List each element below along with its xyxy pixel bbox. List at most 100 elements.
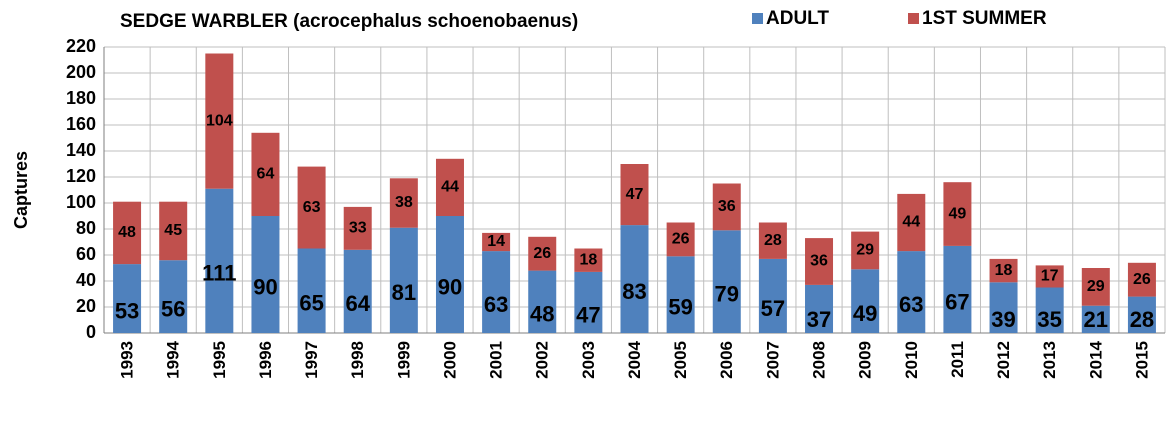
y-tick-label: 140 [66, 140, 96, 160]
data-label: 44 [441, 179, 459, 196]
bar-segment [805, 284, 834, 333]
y-tick-label: 80 [76, 218, 96, 238]
y-tick-label: 200 [66, 62, 96, 82]
data-label: 57 [761, 296, 785, 321]
bar-segment [574, 271, 603, 333]
x-tick-label: 1998 [348, 341, 367, 379]
data-label: 33 [349, 220, 367, 237]
bar-segment [343, 206, 372, 250]
bar-segment [989, 258, 1018, 283]
data-label: 18 [579, 251, 597, 268]
bar-segment [251, 216, 280, 333]
bar-segment [666, 256, 695, 333]
bar-segment [343, 249, 372, 333]
bar-segment [666, 222, 695, 257]
bar-segment [758, 258, 787, 333]
x-tick-label: 2000 [440, 341, 459, 379]
data-label: 53 [115, 298, 139, 323]
data-label: 26 [672, 231, 690, 248]
x-tick-label: 2004 [625, 340, 644, 378]
bar-segment [989, 282, 1018, 333]
bar-segment [435, 216, 464, 333]
y-tick-label: 220 [66, 36, 96, 56]
bar-segment [620, 225, 649, 333]
data-label: 29 [1087, 278, 1105, 295]
x-tick-label: 1994 [164, 340, 183, 378]
bar-segment [113, 264, 142, 333]
y-axis-label: Captures [11, 151, 31, 229]
data-label: 111 [202, 261, 236, 286]
data-label: 90 [253, 274, 277, 299]
y-tick-label: 40 [76, 270, 96, 290]
bar-segment [159, 201, 188, 261]
bar-segment [897, 251, 926, 333]
bar-segment [851, 269, 880, 333]
bar-segment [251, 132, 280, 216]
bar-segment [113, 201, 142, 265]
data-label: 36 [718, 198, 736, 215]
x-tick-label: 2011 [948, 341, 967, 378]
data-label: 37 [807, 307, 831, 332]
data-label: 63 [484, 292, 508, 317]
bar-segment [528, 236, 557, 271]
bar-segment [712, 183, 741, 231]
bar-segment [159, 260, 188, 333]
y-tick-label: 20 [76, 296, 96, 316]
x-tick-label: 2002 [533, 341, 552, 379]
x-tick-label: 1999 [394, 341, 413, 379]
data-label: 47 [626, 186, 644, 203]
data-label: 18 [995, 262, 1013, 279]
data-label: 104 [206, 112, 233, 129]
bar-segment [205, 188, 234, 333]
x-tick-label: 2006 [717, 341, 736, 379]
data-label: 28 [764, 232, 782, 249]
data-label: 63 [303, 199, 321, 216]
data-label: 48 [118, 224, 136, 241]
y-tick-label: 180 [66, 88, 96, 108]
data-label: 38 [395, 194, 413, 211]
bar-segment [943, 245, 972, 333]
legend-label: ADULT [766, 8, 829, 29]
x-tick-label: 2001 [487, 341, 506, 379]
data-label: 36 [810, 253, 828, 270]
bar-segment [205, 53, 234, 189]
data-label: 45 [164, 222, 182, 239]
x-tick-label: 2003 [579, 341, 598, 379]
bar-segment [897, 193, 926, 252]
legend-swatch [908, 13, 919, 24]
bar-segment [620, 164, 649, 226]
data-label: 14 [487, 233, 505, 250]
data-label: 49 [949, 205, 967, 222]
data-label: 29 [856, 242, 874, 259]
bar-segment [297, 248, 326, 333]
bar-segment [482, 232, 511, 252]
bar-segment [1127, 262, 1156, 297]
y-tick-label: 120 [66, 166, 96, 186]
data-label: 64 [257, 166, 275, 183]
x-tick-label: 2005 [671, 341, 690, 379]
bar-segment [943, 182, 972, 246]
data-label: 90 [438, 274, 462, 299]
data-label: 26 [533, 245, 551, 262]
x-tick-label: 1995 [210, 341, 229, 379]
data-label: 48 [530, 302, 554, 327]
x-tick-label: 2012 [994, 341, 1013, 379]
bar-segment [574, 248, 603, 272]
data-label: 26 [1133, 271, 1151, 288]
data-label: 67 [945, 289, 969, 314]
x-tick-label: 1993 [118, 341, 137, 379]
x-tick-label: 2014 [1086, 340, 1105, 378]
y-tick-label: 100 [66, 192, 96, 212]
bar-segment [1035, 265, 1064, 288]
x-tick-label: 1997 [302, 341, 321, 379]
bar-segment [758, 222, 787, 259]
data-label: 17 [1041, 268, 1059, 285]
bar-segment [389, 178, 418, 228]
bar-segment [1081, 268, 1110, 306]
bar-segment [1127, 296, 1156, 333]
data-label: 79 [715, 281, 739, 306]
legend-swatch [752, 13, 763, 24]
x-tick-label: 2008 [810, 341, 829, 379]
legend-label: 1ST SUMMER [922, 8, 1047, 29]
